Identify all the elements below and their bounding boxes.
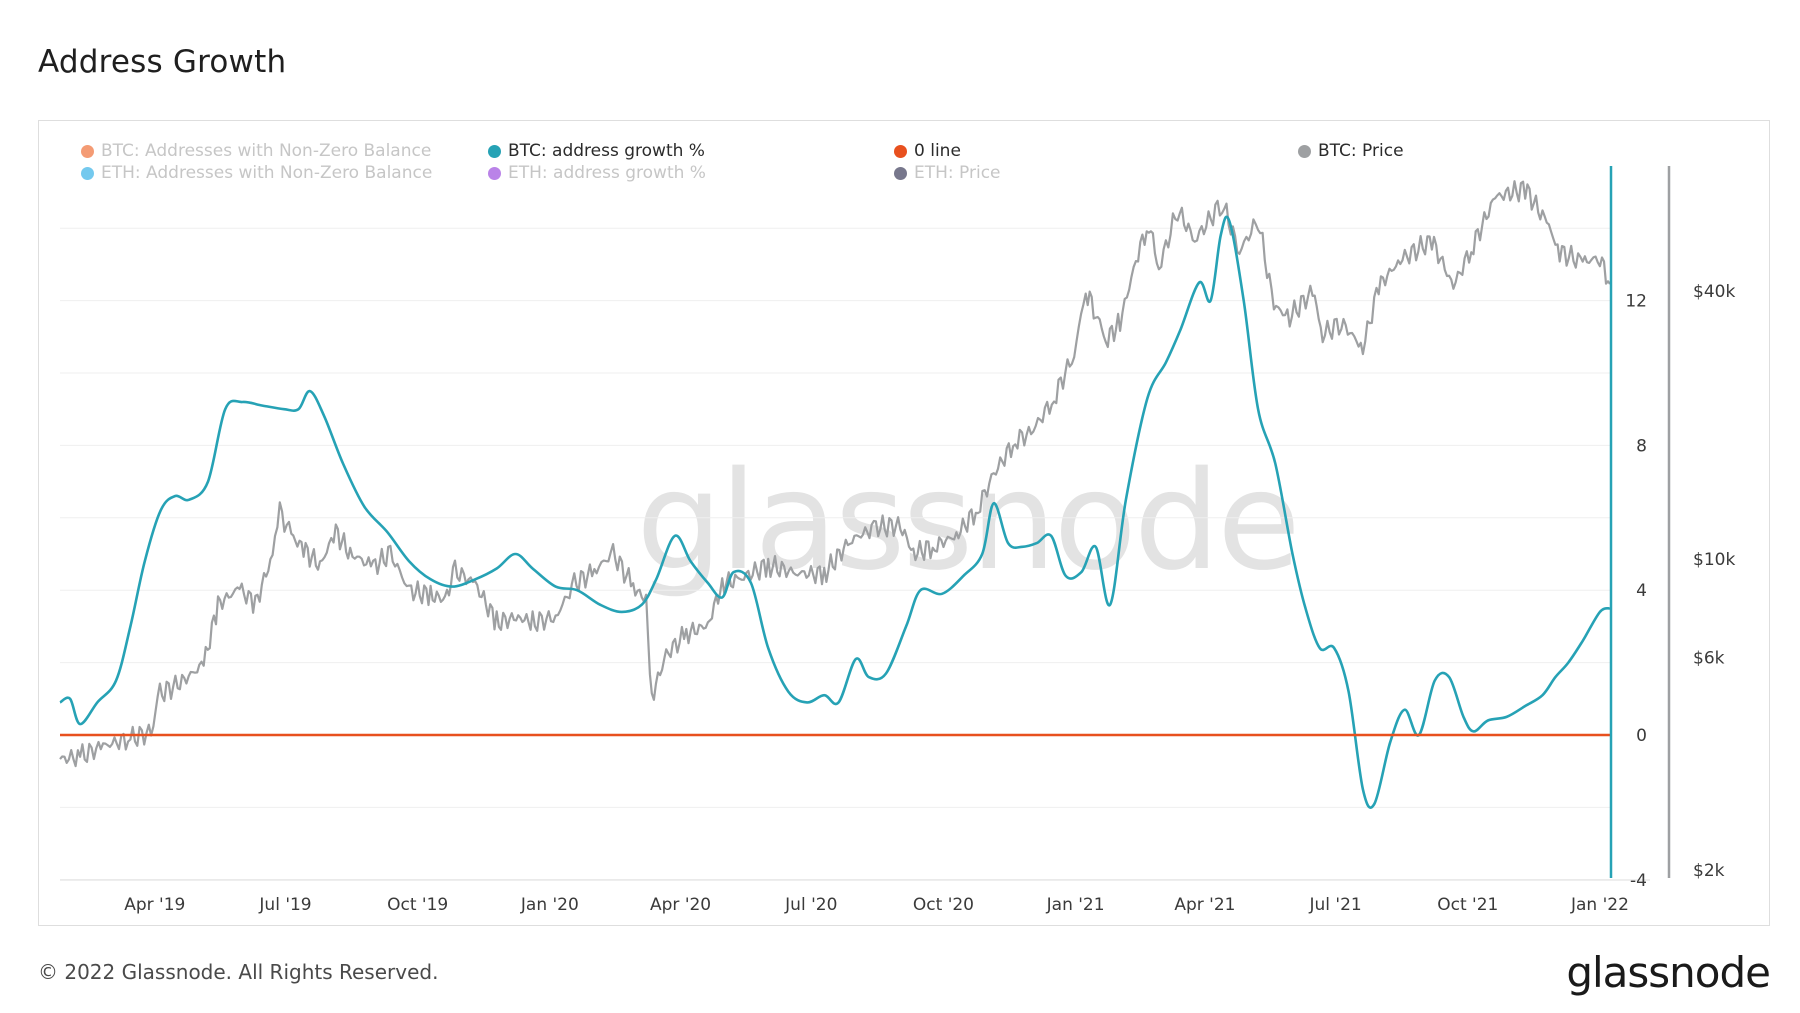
legend-item-6[interactable]: ETH: Price (894, 163, 1001, 183)
legend-item-2[interactable]: 0 line (894, 141, 961, 161)
series-line-btc-price[interactable] (59, 180, 1611, 768)
legend-dot-icon (1298, 144, 1311, 158)
legend-dot-icon (488, 144, 501, 158)
axes: Apr '19 Jul '19 Oct '19 Jan '20 Apr '20 Jul '… (60, 166, 1735, 915)
legend-dot-icon (81, 144, 94, 158)
y-right-tick-label: $2k (1693, 861, 1725, 881)
x-tick-label: Apr '19 (124, 895, 185, 915)
legend-item-0[interactable]: BTC: Addresses with Non-Zero Balance (81, 141, 431, 161)
x-tick-label: Oct '20 (913, 895, 974, 915)
x-tick-label: Jan '21 (1046, 895, 1105, 915)
x-tick-label: Apr '20 (650, 895, 711, 915)
x-tick-label: Jul '20 (784, 895, 837, 915)
x-tick-label: Jul '21 (1309, 895, 1362, 915)
x-tick-label: Oct '21 (1437, 895, 1498, 915)
x-tick-label: Jan '22 (1570, 895, 1629, 915)
legend-label: ETH: Price (914, 163, 1001, 183)
legend-label: ETH: Addresses with Non-Zero Balance (101, 163, 433, 183)
legend-label: BTC: Addresses with Non-Zero Balance (101, 141, 432, 161)
x-tick-label: Jul '19 (258, 895, 311, 915)
glassnode-logo[interactable]: glassnode (1566, 948, 1771, 997)
legend-item-4[interactable]: ETH: Addresses with Non-Zero Balance (81, 163, 432, 183)
x-tick-label: Oct '19 (387, 895, 448, 915)
y-left-tick-label: 0 (1636, 726, 1647, 746)
legend-label: BTC: address growth % (508, 141, 705, 161)
y-right-tick-label: $40k (1693, 282, 1735, 302)
x-tick-label: Apr '21 (1174, 895, 1235, 915)
y-left-tick-label: 12 (1625, 292, 1647, 312)
copyright-footer: © 2022 Glassnode. All Rights Reserved. (38, 960, 439, 984)
x-tick-label: Jan '20 (520, 895, 579, 915)
legend-dot-icon (894, 166, 907, 180)
page-title: Address Growth (38, 44, 287, 80)
legend-dot-icon (488, 166, 501, 180)
y-right-tick-label: $6k (1693, 649, 1725, 669)
legend-dot-icon (894, 144, 907, 158)
legend-item-5[interactable]: ETH: address growth % (488, 163, 706, 183)
legend-item-3[interactable]: BTC: Price (1298, 141, 1404, 161)
chart-panel: BTC: Addresses with Non-Zero Balance BTC:… (38, 120, 1770, 926)
legend-label: 0 line (914, 141, 961, 161)
y-right-tick-label: $10k (1693, 550, 1735, 570)
y-left-tick-label: 4 (1636, 581, 1647, 601)
legend-dot-icon (81, 166, 94, 180)
legend-label: ETH: address growth % (508, 163, 706, 183)
series-line-btc-address-growth-[interactable] (59, 215, 1611, 809)
series-layer (59, 180, 1611, 809)
y-left-tick-label: 8 (1636, 436, 1647, 456)
legend-item-1[interactable]: BTC: address growth % (488, 141, 705, 161)
legend-label: BTC: Price (1318, 141, 1404, 161)
y-left-tick-label: -4 (1630, 871, 1647, 891)
